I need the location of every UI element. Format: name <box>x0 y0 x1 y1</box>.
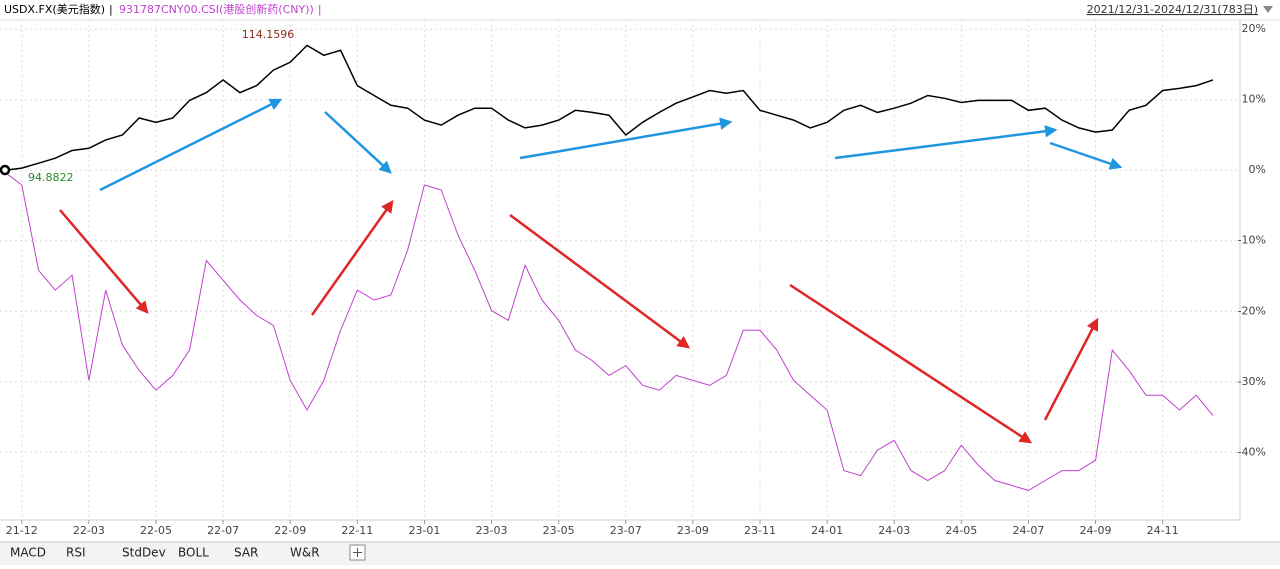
x-tick-label: 23-03 <box>476 524 508 537</box>
header-bar <box>0 0 1280 20</box>
x-tick-label: 22-05 <box>140 524 172 537</box>
arrow <box>1043 317 1099 421</box>
tab[interactable]: MACD <box>10 546 46 560</box>
x-tick-label: 23-09 <box>677 524 709 537</box>
x-tick-label: 24-05 <box>945 524 977 537</box>
y-tick-label: 0% <box>1249 163 1266 176</box>
series-line <box>4 44 1214 171</box>
x-tick-label: 24-01 <box>811 524 843 537</box>
arrow <box>1049 141 1123 170</box>
x-tick-label: 21-12 <box>6 524 38 537</box>
x-tick-label: 22-11 <box>341 524 373 537</box>
tab[interactable]: W&R <box>290 546 320 560</box>
tab[interactable]: RSI <box>66 546 86 560</box>
x-tick-label: 23-01 <box>408 524 440 537</box>
annotation: 94.8822 <box>28 171 74 184</box>
y-tick-label: -40% <box>1238 445 1266 458</box>
period[interactable]: 2021/12/31-2024/12/31(783日) <box>1087 3 1258 16</box>
arrows <box>59 98 1123 444</box>
y-tick-label: 20% <box>1242 22 1266 35</box>
arrow <box>509 213 691 349</box>
x-tick-label: 22-07 <box>207 524 239 537</box>
x-tick-label: 22-03 <box>73 524 105 537</box>
arrow <box>59 209 149 314</box>
period-dropdown[interactable] <box>1263 6 1273 13</box>
tab-bar <box>0 542 1280 565</box>
x-tick-label: 24-03 <box>878 524 910 537</box>
tab[interactable]: SAR <box>234 546 258 560</box>
arrow <box>99 98 283 192</box>
y-tick-label: -20% <box>1238 304 1266 317</box>
start-marker <box>0 164 11 176</box>
x-tick-label: 24-07 <box>1012 524 1044 537</box>
x-tick-label: 22-09 <box>274 524 306 537</box>
arrow <box>789 283 1033 444</box>
series-line <box>4 171 1214 491</box>
tab[interactable]: BOLL <box>178 546 209 560</box>
y-tick-label: -30% <box>1238 375 1266 388</box>
legend-entry: USDX.FX(美元指数) <box>4 2 105 16</box>
arrow <box>310 199 394 316</box>
x-tick-label: 23-07 <box>610 524 642 537</box>
arrow <box>519 117 733 160</box>
legend-entry: 931787CNY00.CSI(港股创新药(CNY)) <box>119 2 314 16</box>
separator: | <box>109 3 113 16</box>
x-tick-label: 24-11 <box>1147 524 1179 537</box>
add-tab-icon <box>353 548 362 557</box>
separator: | <box>318 3 322 16</box>
tab[interactable]: StdDev <box>122 546 166 560</box>
x-tick-label: 23-11 <box>744 524 776 537</box>
arrow <box>834 125 1058 160</box>
annotation: 114.1596 <box>242 28 295 41</box>
x-tick-label: 24-09 <box>1080 524 1112 537</box>
y-tick-label: 10% <box>1242 93 1266 106</box>
arrow <box>324 111 392 174</box>
x-tick-label: 23-05 <box>543 524 575 537</box>
y-tick-label: -10% <box>1238 234 1266 247</box>
